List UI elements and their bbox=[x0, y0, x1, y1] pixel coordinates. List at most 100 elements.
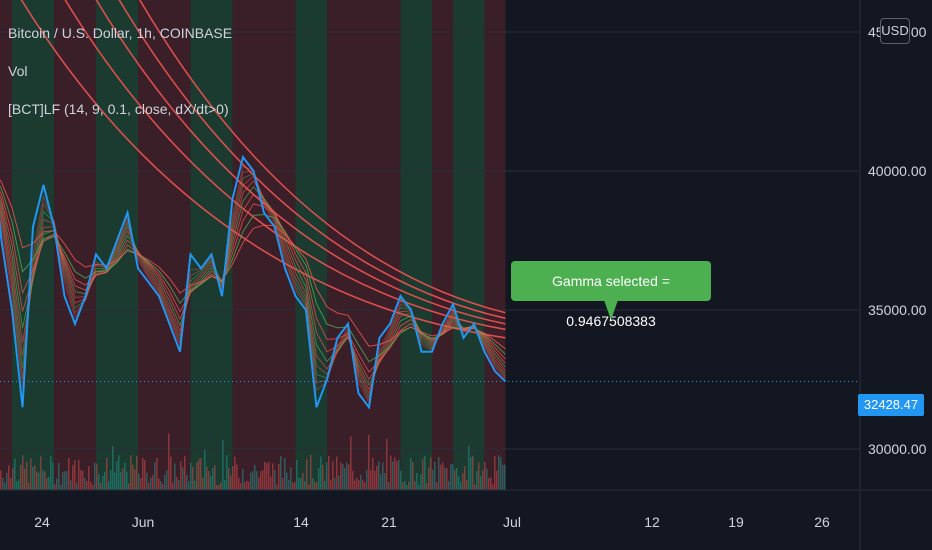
volume-bar bbox=[66, 470, 68, 490]
volume-bar bbox=[314, 481, 316, 490]
volume-bar bbox=[350, 436, 352, 490]
volume-bar bbox=[278, 463, 280, 490]
volume-bar bbox=[74, 460, 76, 490]
volume-bar bbox=[282, 478, 284, 490]
volume-bar bbox=[330, 479, 332, 490]
volume-bar bbox=[204, 449, 206, 490]
volume-bar bbox=[140, 478, 142, 490]
volume-bar bbox=[32, 466, 34, 490]
indicator-legend[interactable]: [BCT]LF (14, 9, 0.1, close, dX/dt>0) bbox=[8, 101, 229, 117]
volume-bar bbox=[404, 480, 406, 490]
trend-zone bbox=[96, 0, 138, 490]
volume-bar bbox=[444, 467, 446, 490]
volume-legend[interactable]: Vol bbox=[8, 63, 28, 79]
volume-bar bbox=[318, 468, 320, 490]
trend-zone bbox=[453, 0, 485, 490]
volume-bar bbox=[226, 455, 228, 490]
volume-bar bbox=[248, 481, 250, 490]
volume-bar bbox=[158, 478, 160, 490]
volume-bar bbox=[152, 475, 154, 490]
volume-bar bbox=[270, 476, 272, 490]
volume-bar bbox=[412, 462, 414, 490]
volume-bar bbox=[186, 474, 188, 490]
volume-bar bbox=[338, 475, 340, 490]
volume-bar bbox=[258, 477, 260, 490]
volume-bar bbox=[164, 474, 166, 490]
volume-bar bbox=[208, 471, 210, 490]
volume-bar bbox=[470, 457, 472, 490]
filter-line bbox=[118, 0, 506, 320]
volume-bar bbox=[12, 468, 14, 490]
volume-bar bbox=[488, 477, 490, 490]
volume-bar bbox=[298, 477, 300, 490]
volume-bar bbox=[336, 456, 338, 490]
volume-bar bbox=[62, 471, 64, 490]
volume-bar bbox=[394, 457, 396, 490]
volume-bar bbox=[190, 462, 192, 490]
volume-bar bbox=[72, 465, 74, 490]
volume-bar bbox=[490, 477, 492, 490]
volume-bar bbox=[82, 470, 84, 490]
price-line bbox=[0, 154, 507, 410]
volume-bar bbox=[86, 480, 88, 490]
time-tick-label: 19 bbox=[728, 514, 744, 530]
volume-bar bbox=[408, 481, 410, 490]
volume-bar bbox=[272, 463, 274, 490]
price-tick-label: 30000.00 bbox=[868, 441, 927, 457]
currency-button[interactable]: USD bbox=[880, 18, 910, 44]
time-tick-label: 21 bbox=[381, 514, 397, 530]
filter-line bbox=[64, 0, 506, 331]
volume-bar bbox=[200, 458, 202, 490]
volume-bar bbox=[396, 461, 398, 490]
filter-line bbox=[139, 0, 506, 314]
trend-zone bbox=[54, 0, 96, 490]
volume-bar bbox=[294, 482, 296, 490]
volume-bar bbox=[462, 472, 464, 490]
volume-bar bbox=[112, 446, 114, 490]
volume-bar bbox=[170, 456, 172, 490]
volume-bar bbox=[496, 470, 498, 490]
volume-bar bbox=[202, 477, 204, 490]
volume-bar bbox=[372, 457, 374, 490]
volume-bar bbox=[196, 462, 198, 490]
volume-bar bbox=[188, 481, 190, 490]
volume-bar bbox=[104, 471, 106, 490]
volume-bar bbox=[156, 457, 158, 490]
volume-bar bbox=[68, 458, 70, 490]
volume-bar bbox=[344, 468, 346, 490]
volume-bar bbox=[58, 462, 60, 490]
volume-bar bbox=[126, 471, 128, 490]
volume-bar bbox=[402, 482, 404, 490]
volume-bar bbox=[354, 480, 356, 490]
volume-bar bbox=[284, 457, 286, 490]
volume-bar bbox=[26, 461, 28, 490]
volume-bar bbox=[326, 462, 328, 490]
volume-bar bbox=[492, 484, 494, 490]
volume-bar bbox=[108, 481, 110, 490]
volume-bar bbox=[286, 472, 288, 490]
volume-bar bbox=[428, 467, 430, 490]
volume-bar bbox=[178, 480, 180, 490]
volume-bar bbox=[238, 477, 240, 490]
volume-bar bbox=[416, 473, 418, 490]
symbol-title[interactable]: Bitcoin / U.S. Dollar, 1h, COINBASE bbox=[8, 25, 233, 41]
volume-bar bbox=[6, 472, 8, 490]
filter-line bbox=[95, 0, 506, 325]
volume-bar bbox=[4, 482, 6, 490]
volume-bar bbox=[370, 469, 372, 490]
volume-bar bbox=[308, 484, 310, 490]
trend-zone bbox=[138, 0, 191, 490]
volume-bar bbox=[456, 468, 458, 490]
volume-bar bbox=[252, 471, 254, 490]
volume-bar bbox=[242, 469, 244, 490]
volume-bar bbox=[320, 456, 322, 490]
volume-bar bbox=[374, 470, 376, 490]
volume-bar bbox=[334, 477, 336, 490]
volume-bar bbox=[468, 445, 470, 490]
volume-bar bbox=[46, 477, 48, 490]
volume-bar bbox=[116, 461, 118, 490]
volume-bar bbox=[172, 482, 174, 490]
time-tick-label: 26 bbox=[814, 514, 830, 530]
volume-bar bbox=[328, 455, 330, 490]
